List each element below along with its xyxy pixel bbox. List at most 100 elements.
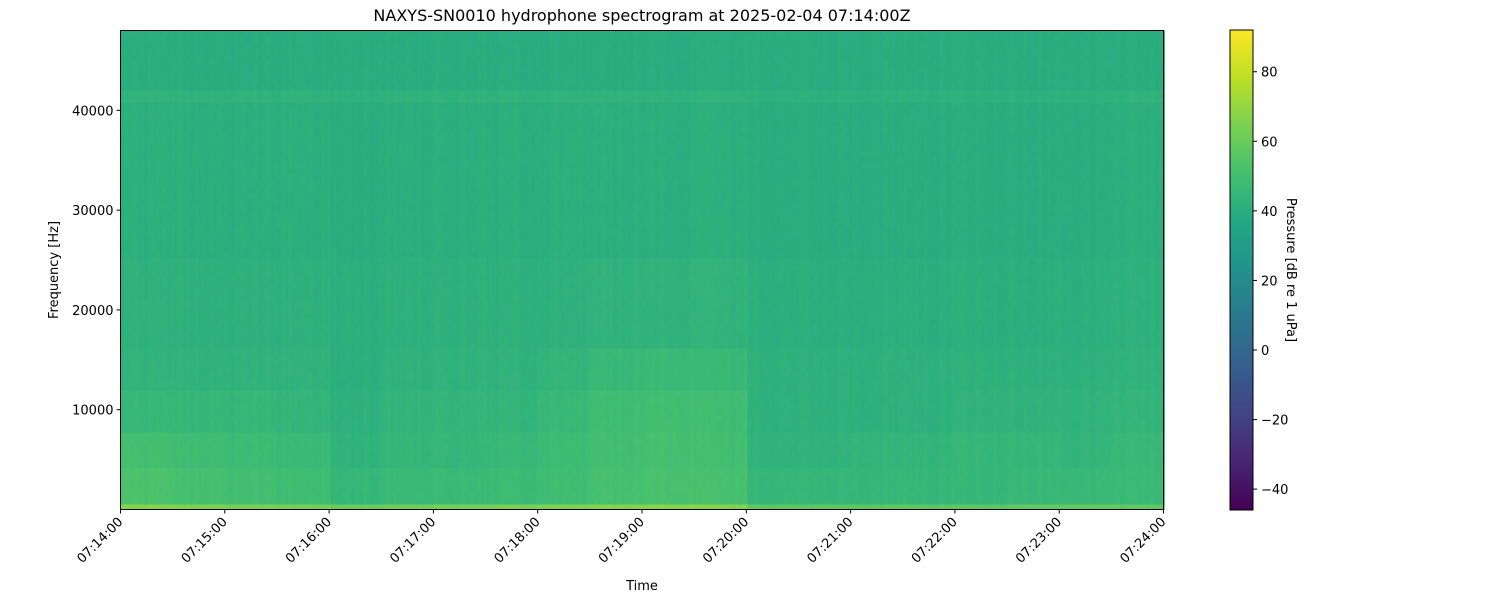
heatmap-cell [142,289,145,295]
heatmap-cell [157,151,160,157]
heatmap-cell [121,493,124,499]
heatmap-cell [163,337,166,343]
heatmap-cell [166,403,169,409]
heatmap-cell [148,355,151,361]
heatmap-cell [136,211,139,217]
heatmap-cell [157,397,160,403]
heatmap-cell [160,91,163,97]
heatmap-cell [154,157,157,163]
heatmap-cell [133,157,136,163]
heatmap-cell [139,361,142,367]
heatmap-cell [151,307,154,313]
heatmap-cell [124,289,127,295]
heatmap-cell [124,463,127,469]
heatmap-cell [154,211,157,217]
heatmap-cell [169,157,172,163]
heatmap-cell [139,481,142,487]
heatmap-cell [160,283,163,289]
heatmap-cell [151,415,154,421]
heatmap-cell [157,43,160,49]
heatmap-cell [166,253,169,259]
heatmap-cell [139,79,142,85]
heatmap-cell [157,499,160,505]
heatmap-cell [169,373,172,379]
heatmap-cell [136,493,139,499]
heatmap-cell [154,403,157,409]
heatmap-cell [127,373,130,379]
heatmap-cell [145,229,148,235]
heatmap-cell [169,301,172,307]
heatmap-cell [124,187,127,193]
heatmap-cell [151,103,154,109]
heatmap-cell [127,439,130,445]
heatmap-cell [151,313,154,319]
heatmap-cell [139,67,142,73]
heatmap-cell [151,289,154,295]
heatmap-cell [169,499,172,505]
heatmap-cell [151,331,154,337]
heatmap-cell [124,451,127,457]
heatmap-cell [166,73,169,79]
heatmap-cell [127,229,130,235]
heatmap-cell [127,271,130,277]
heatmap-cell [154,385,157,391]
heatmap-cell [169,415,172,421]
heatmap-cell [127,337,130,343]
heatmap-cell [139,49,142,55]
heatmap-cell [151,133,154,139]
heatmap-cell [127,463,130,469]
heatmap-cell [139,379,142,385]
heatmap-cell [166,349,169,355]
heatmap-cell [124,139,127,145]
heatmap-cell [133,379,136,385]
heatmap-cell [169,205,172,211]
heatmap-cell [130,259,133,265]
heatmap-cell [127,259,130,265]
heatmap-cell [127,385,130,391]
heatmap-cell [151,61,154,67]
heatmap-cell [163,91,166,97]
heatmap-cell [127,67,130,73]
heatmap-cell [151,181,154,187]
heatmap-cell [151,79,154,85]
heatmap-cell [139,97,142,103]
heatmap-cell [130,133,133,139]
heatmap-cell [148,343,151,349]
heatmap-cell [133,457,136,463]
heatmap-cell [124,211,127,217]
heatmap-cell [142,241,145,247]
heatmap-cell [130,85,133,91]
heatmap-cell [130,343,133,349]
heatmap-cell [154,223,157,229]
heatmap-cell [157,163,160,169]
heatmap-cell [121,337,124,343]
heatmap-cell [145,361,148,367]
heatmap-cell [160,349,163,355]
heatmap-cell [145,373,148,379]
heatmap-cell [154,307,157,313]
heatmap-cell [145,151,148,157]
heatmap-cell [127,319,130,325]
heatmap-cell [136,277,139,283]
heatmap-cell [166,211,169,217]
heatmap-cell [136,199,139,205]
heatmap-cell [142,163,145,169]
heatmap-cell [139,391,142,397]
heatmap-cell [124,409,127,415]
heatmap-cell [160,163,163,169]
heatmap-cell [169,331,172,337]
heatmap-cell [151,469,154,475]
heatmap-cell [163,61,166,67]
heatmap-cell [151,463,154,469]
heatmap-cell [151,475,154,481]
heatmap-cell [148,331,151,337]
heatmap-cell [121,139,124,145]
heatmap-cell [142,361,145,367]
heatmap-cell [139,211,142,217]
heatmap-cell [139,415,142,421]
heatmap-cell [139,127,142,133]
heatmap-cell [148,43,151,49]
heatmap-cell [124,181,127,187]
heatmap-cell [124,49,127,55]
